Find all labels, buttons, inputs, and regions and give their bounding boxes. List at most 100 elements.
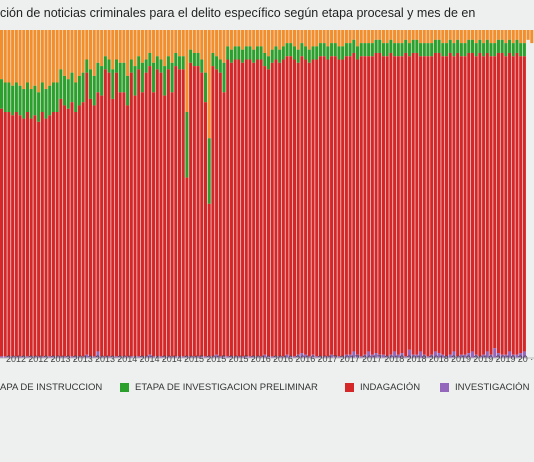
bar-indagacion: [70, 102, 74, 357]
bar-instruccion: [259, 30, 263, 47]
bar-instruccion: [100, 30, 104, 67]
bar-investigacion-preliminar: [445, 43, 449, 57]
bar-investigacion: [166, 356, 170, 358]
bar-investigacion-preliminar: [281, 46, 285, 60]
x-tick-label: 2019 ·: [473, 354, 499, 364]
bar-investigacion: [63, 356, 67, 358]
bar-instruccion: [352, 30, 356, 40]
bar-investigacion: [55, 356, 59, 358]
bar-investigacion: [411, 354, 415, 358]
bar-indagacion: [315, 59, 319, 357]
bar-investigacion: [174, 356, 178, 358]
bar-investigacion-preliminar: [77, 75, 81, 106]
bar-instruccion: [292, 30, 296, 47]
bar-instruccion: [359, 30, 363, 44]
bar-instruccion: [415, 30, 419, 40]
bar-indagacion: [445, 56, 449, 357]
bar-indagacion: [270, 62, 274, 357]
bar-investigacion-preliminar: [485, 39, 489, 53]
bar-investigacion-preliminar: [181, 56, 185, 70]
bar-instruccion: [114, 30, 118, 60]
bar-investigacion: [3, 356, 7, 358]
bar-investigacion-preliminar: [508, 39, 512, 53]
bar-instruccion: [411, 30, 415, 40]
bar-instruccion: [263, 30, 267, 53]
legend-label: ETAPA DE INVESTIGACION PRELIMINAR: [135, 382, 318, 393]
bar-investigacion-preliminar: [381, 43, 385, 57]
bar-investigacion-preliminar: [137, 56, 141, 70]
legend-item[interactable]: INDAGACIÓN: [345, 382, 420, 393]
bar-investigacion-preliminar: [433, 39, 437, 53]
bar-investigacion-preliminar: [152, 62, 156, 93]
bar-investigacion: [33, 356, 37, 358]
bar-investigacion: [237, 356, 241, 358]
bar-indagacion: [211, 66, 215, 357]
bar-investigacion-preliminar: [29, 89, 33, 119]
x-tick-label: 2015 ·: [229, 354, 255, 364]
bar-indagacion: [482, 56, 486, 355]
bar-investigacion-preliminar: [70, 72, 74, 103]
bar-investigacion-preliminar: [348, 43, 352, 57]
bar-investigacion: [66, 356, 70, 358]
bar-investigacion: [407, 349, 411, 358]
bar-investigacion: [515, 354, 519, 358]
bar-instruccion: [270, 30, 274, 50]
bar-investigacion-preliminar: [51, 82, 55, 112]
bar-investigacion-preliminar: [244, 46, 248, 60]
bar-instruccion: [356, 30, 360, 47]
bar-instruccion: [374, 30, 378, 40]
bar-indagacion: [48, 115, 52, 357]
bar-investigacion: [456, 356, 460, 358]
bar-instruccion: [252, 30, 256, 50]
bar-indagacion: [29, 118, 33, 357]
bar-investigacion-preliminar: [241, 49, 245, 63]
bar-indagacion: [278, 62, 282, 357]
bar-investigacion-preliminar: [203, 72, 207, 103]
bar-instruccion: [66, 30, 70, 80]
legend-item[interactable]: ETAPA DE INVESTIGACION PRELIMINAR: [120, 382, 318, 393]
bar-instruccion: [14, 30, 18, 83]
legend-item[interactable]: INVESTIGACIÓN: [440, 382, 529, 393]
bar-instruccion: [367, 30, 371, 44]
x-tick-label: 2019 ·: [451, 354, 477, 364]
bar-investigacion-preliminar: [311, 46, 315, 60]
bar-instruccion: [174, 30, 178, 53]
bar-indagacion: [352, 52, 356, 352]
bar-investigacion: [474, 354, 478, 358]
bar-investigacion: [218, 356, 222, 358]
bar-instruccion: [385, 30, 389, 44]
bar-indagacion: [96, 92, 100, 352]
bar-indagacion: [289, 56, 293, 357]
bar-instruccion: [463, 30, 467, 44]
bar-indagacion: [259, 59, 263, 357]
bar-instruccion: [178, 30, 182, 57]
bar-investigacion: [203, 356, 207, 358]
bar-investigacion: [40, 356, 44, 358]
bar-indagacion: [378, 52, 382, 355]
bar-investigacion-preliminar: [344, 43, 348, 57]
bar-investigacion: [159, 356, 163, 358]
x-tick-label: 2016 ·: [295, 354, 321, 364]
x-tick-label: 2015 ·: [206, 354, 232, 364]
bar-investigacion-preliminar: [196, 52, 200, 67]
bar-investigacion: [137, 356, 141, 358]
bar-indagacion: [285, 56, 289, 355]
legend-item[interactable]: APA DE INSTRUCCION: [0, 382, 102, 393]
bar-indagacion: [14, 112, 18, 357]
bar-investigacion-preliminar: [129, 59, 133, 73]
bar-instruccion: [92, 30, 96, 76]
bar-investigacion: [289, 356, 293, 358]
bar-instruccion: [381, 30, 385, 44]
bar-investigacion-preliminar: [396, 43, 400, 57]
bar-indagacion: [222, 92, 226, 357]
bar-investigacion: [170, 356, 174, 358]
bar-instruccion: [29, 30, 33, 90]
bar-investigacion-preliminar: [207, 138, 211, 204]
bar-indagacion: [144, 72, 148, 357]
bar-indagacion: [22, 118, 26, 357]
bar-investigacion-preliminar: [496, 39, 500, 53]
bar-investigacion: [229, 356, 233, 358]
bar-investigacion-preliminar: [248, 46, 252, 60]
bar-investigacion: [337, 356, 341, 358]
bar-indagacion: [111, 98, 115, 357]
